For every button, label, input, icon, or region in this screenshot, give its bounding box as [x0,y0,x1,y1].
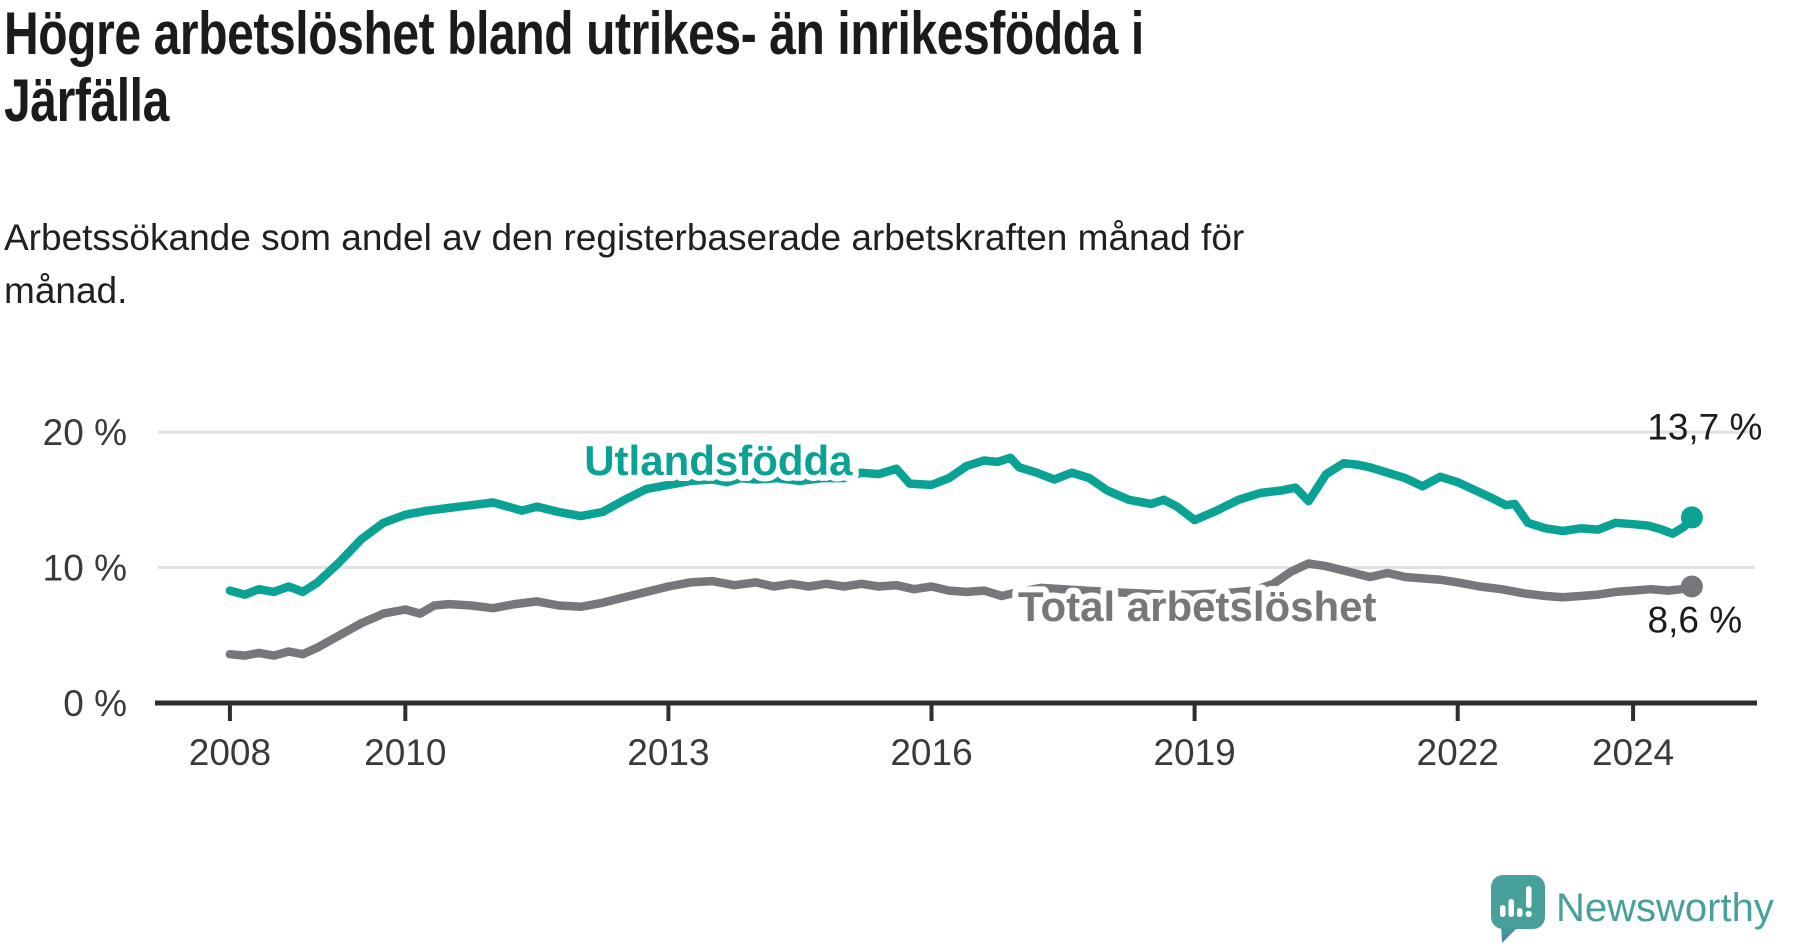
logo-exclamation-dot [1525,910,1532,918]
page-title: Högre arbetslöshet bland utrikes- än inr… [4,0,1144,135]
y-tick-label-0: 0 % [63,683,127,724]
series-label-0: Utlandsfödda [584,437,853,484]
series-label-1: Total arbetslöshet [1018,583,1377,630]
x-tick-label-2013: 2013 [627,732,709,773]
newsworthy-logo-icon [1491,875,1545,943]
logo-bar-1 [1500,905,1506,917]
series-line-1 [225,559,1697,660]
series-line-0 [225,453,1697,599]
y-tick-label-10: 10 % [43,548,127,589]
x-tick-label-2024: 2024 [1592,732,1674,773]
x-tick-label-2016: 2016 [890,732,972,773]
page-subtitle: Arbetssökande som andel av den registerb… [4,217,1245,311]
logo-bar-3 [1517,908,1523,917]
logo-bubble-tail [1501,924,1517,943]
y-tick-label-20: 20 % [43,412,127,453]
x-tick-label-2019: 2019 [1153,732,1235,773]
x-tick-label-2010: 2010 [364,732,446,773]
series-end-value-0: 13,7 % [1647,406,1762,447]
series-end-value-1: 8,6 % [1648,600,1743,641]
series-end-dot-0 [1680,506,1703,529]
logo-bar-2 [1508,899,1514,917]
logo-bubble [1491,875,1545,929]
newsworthy-logo[interactable]: Newsworthy [1490,874,1796,946]
newsworthy-logo-text: Newsworthy [1556,886,1774,930]
x-tick-label-2022: 2022 [1417,732,1499,773]
series-end-dot-1 [1680,575,1703,598]
logo-exclamation-bar [1526,886,1532,908]
x-tick-label-2008: 2008 [189,732,271,773]
